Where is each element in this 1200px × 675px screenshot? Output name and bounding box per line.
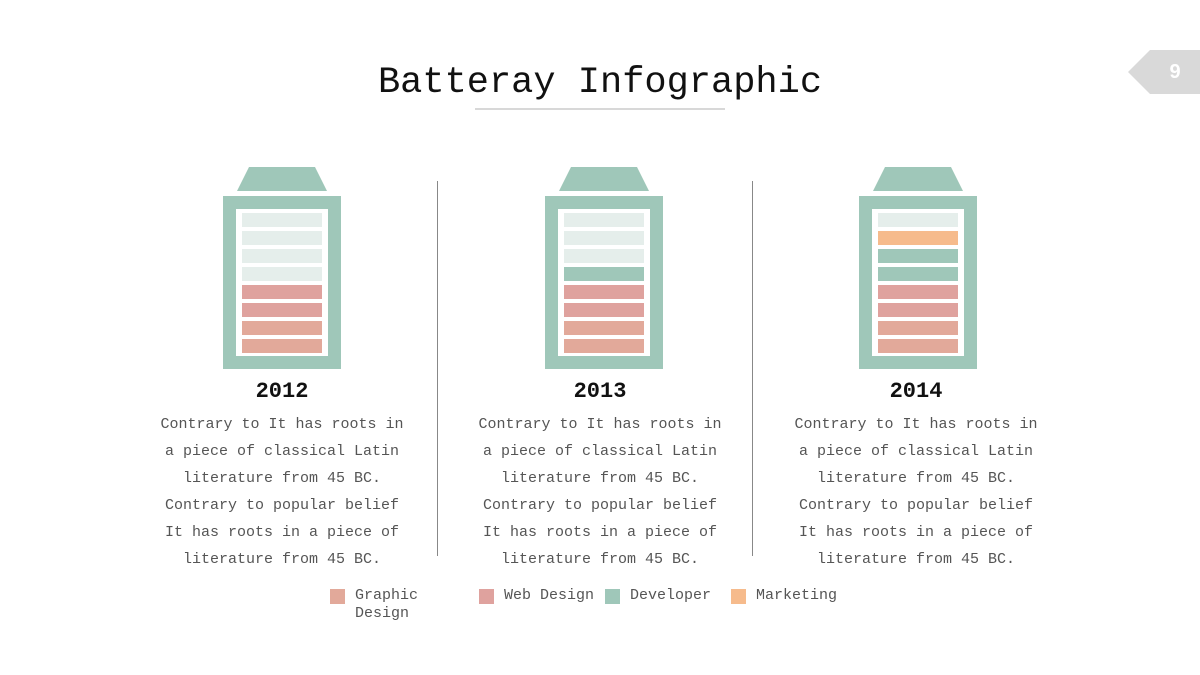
battery-cell-empty xyxy=(564,249,644,263)
description-line: a piece of classical Latin xyxy=(482,443,718,460)
description-line: Contrary to popular belief xyxy=(164,497,400,514)
legend-label: Developer xyxy=(630,587,712,604)
battery-body xyxy=(223,196,341,369)
battery-cell-graphic-design xyxy=(878,339,958,353)
description-line: literature from 45 BC. xyxy=(500,470,700,487)
battery-cell-empty xyxy=(564,213,644,227)
battery-cell-developer xyxy=(878,267,958,281)
description-line: literature from 45 BC. xyxy=(500,551,700,568)
battery-cell-developer xyxy=(564,267,644,281)
description-line: Contrary to popular belief xyxy=(798,497,1034,514)
legend-label: Web Design xyxy=(504,587,595,604)
battery-cell-web-design xyxy=(564,303,644,317)
legend-label-line: Graphic xyxy=(355,587,419,604)
legend-swatch xyxy=(330,589,345,604)
description-line: It has roots in a piece of xyxy=(482,524,718,541)
description-line: literature from 45 BC. xyxy=(182,551,382,568)
battery-cell-empty xyxy=(878,213,958,227)
page-number: 9 xyxy=(1169,60,1181,83)
description-line: literature from 45 BC. xyxy=(182,470,382,487)
description-line: It has roots in a piece of xyxy=(164,524,400,541)
battery-body xyxy=(545,196,663,369)
battery-cell-empty xyxy=(564,231,644,245)
legend-label: Marketing xyxy=(756,587,838,604)
battery-cell-empty xyxy=(242,249,322,263)
battery-cell-web-design xyxy=(564,285,644,299)
legend-label-line: Design xyxy=(355,605,410,622)
battery-cell-graphic-design xyxy=(242,339,322,353)
legend-swatch xyxy=(605,589,620,604)
legend-item-graphic-design: Graphic Design xyxy=(330,587,418,623)
battery-body xyxy=(859,196,977,369)
description-line: Contrary to It has roots in xyxy=(794,416,1038,433)
battery-cell-graphic-design xyxy=(564,321,644,335)
legend-item-developer: Developer xyxy=(605,587,711,605)
battery-cap xyxy=(237,167,327,191)
description-line: It has roots in a piece of xyxy=(798,524,1034,541)
battery-cap xyxy=(559,167,649,191)
legend-item-web-design: Web Design xyxy=(479,587,594,605)
battery-cell-marketing xyxy=(878,231,958,245)
description-line: a piece of classical Latin xyxy=(798,443,1034,460)
legend-swatch xyxy=(479,589,494,604)
battery-cells xyxy=(236,209,328,356)
battery-description: Contrary to It has roots in a piece of c… xyxy=(152,411,412,573)
column-divider xyxy=(752,181,753,556)
battery-cell-graphic-design xyxy=(242,321,322,335)
battery-2014 xyxy=(859,167,977,369)
description-line: Contrary to popular belief xyxy=(482,497,718,514)
legend-swatch xyxy=(731,589,746,604)
battery-2012 xyxy=(223,167,341,369)
description-line: Contrary to It has roots in xyxy=(160,416,404,433)
description-line: Contrary to It has roots in xyxy=(478,416,722,433)
year-label: 2012 xyxy=(255,379,309,404)
battery-cell-web-design xyxy=(242,303,322,317)
battery-cells xyxy=(558,209,650,356)
battery-cell-empty xyxy=(242,213,322,227)
battery-cells xyxy=(872,209,964,356)
battery-cell-web-design xyxy=(878,303,958,317)
battery-description: Contrary to It has roots in a piece of c… xyxy=(786,411,1046,573)
year-label: 2013 xyxy=(573,379,627,404)
legend-item-marketing: Marketing xyxy=(731,587,837,605)
title-underline xyxy=(475,108,725,110)
battery-description: Contrary to It has roots in a piece of c… xyxy=(470,411,730,573)
description-line: literature from 45 BC. xyxy=(816,551,1016,568)
battery-cell-graphic-design xyxy=(564,339,644,353)
description-line: a piece of classical Latin xyxy=(164,443,400,460)
battery-cell-developer xyxy=(878,249,958,263)
column-divider xyxy=(437,181,438,556)
year-label: 2014 xyxy=(889,379,943,404)
battery-cell-empty xyxy=(242,267,322,281)
battery-cell-graphic-design xyxy=(878,321,958,335)
legend-label: Graphic Design xyxy=(355,587,418,623)
battery-cell-web-design xyxy=(878,285,958,299)
battery-2013 xyxy=(545,167,663,369)
battery-cap xyxy=(873,167,963,191)
battery-cell-web-design xyxy=(242,285,322,299)
page-title: Batteray Infographic xyxy=(377,62,823,104)
battery-cell-empty xyxy=(242,231,322,245)
description-line: literature from 45 BC. xyxy=(816,470,1016,487)
